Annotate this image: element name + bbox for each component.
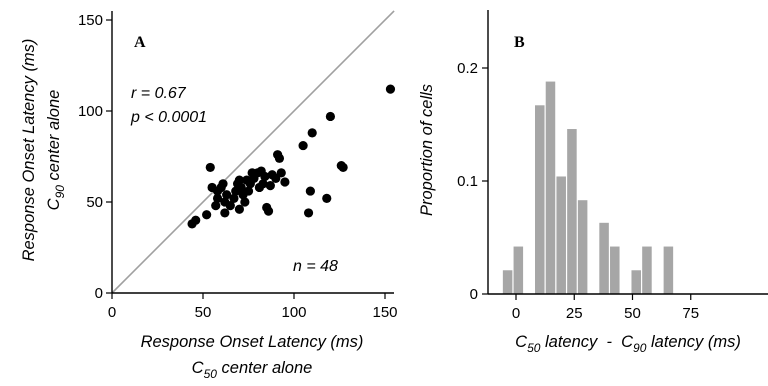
scatter-point	[202, 210, 212, 220]
scatter-point	[220, 208, 230, 218]
r-annotation: r = 0.67	[131, 85, 187, 102]
scatter-point	[298, 140, 308, 151]
y-axis-title-b-group: Proportion of cells	[418, 84, 436, 216]
panel-label-b: B	[514, 34, 525, 51]
x-tick-label-b: 50	[624, 305, 641, 322]
x-tick-label: 50	[195, 304, 212, 321]
scatter-point	[211, 201, 221, 211]
x-axis-title-b: C50 latency - C90 latency (ms)	[515, 333, 741, 355]
x-tick-label: 100	[281, 304, 306, 321]
histogram-bar	[502, 270, 513, 294]
histogram-bar	[545, 81, 556, 294]
histogram-bar	[642, 246, 652, 294]
y-axis-title-group-2: C90 center alone	[45, 90, 67, 211]
identity-line	[111, 10, 395, 294]
scatter-point	[322, 193, 332, 203]
scatter-point	[274, 153, 285, 163]
x-tick-label-b: 75	[682, 305, 699, 322]
histogram-bar	[631, 270, 641, 294]
scatter-point	[240, 197, 250, 207]
histogram-bar	[513, 246, 524, 294]
scatter-point	[276, 168, 286, 178]
scatter-point	[234, 175, 244, 185]
scatter-point	[243, 186, 254, 196]
y-axis-title-group: Response Onset Latency (ms)	[20, 39, 38, 262]
histogram-bar	[663, 246, 674, 294]
scatter-point	[338, 162, 348, 173]
y-tick-label: 0	[95, 285, 103, 302]
scatter-point	[325, 111, 335, 122]
scatter-point	[225, 201, 235, 211]
scatter-point	[265, 181, 275, 191]
histogram-bar	[567, 129, 577, 294]
scatter-point	[260, 171, 270, 182]
scatter-point	[263, 206, 274, 216]
x-tick-label: 0	[108, 304, 116, 321]
x-tick-label-b: 0	[512, 305, 520, 322]
histogram-bars	[502, 81, 674, 294]
x-ticks-b: 0 25 50 75	[512, 294, 699, 322]
y-tick-label: 150	[78, 12, 103, 29]
histogram-bar	[556, 176, 566, 294]
scatter-point	[258, 179, 268, 189]
scatter-point	[307, 128, 317, 138]
scatter-point	[191, 215, 201, 225]
scatter-point	[218, 179, 228, 189]
y-ticks-b: 0 0.1 0.2	[457, 60, 488, 303]
scatter-point	[280, 177, 290, 187]
y-axis-title-line1: Response Onset Latency (ms)	[20, 39, 38, 262]
y-tick-label: 50	[86, 194, 103, 211]
scatter-point	[222, 190, 232, 200]
histogram-bar	[610, 246, 620, 294]
panel-label-a: A	[134, 34, 146, 51]
x-ticks: 0 50 100 150	[108, 293, 398, 321]
histogram-bar	[577, 200, 588, 294]
histogram-bar	[599, 222, 609, 294]
x-tick-label-b: 25	[566, 305, 583, 322]
y-tick-label-b: 0.2	[457, 60, 478, 77]
scatter-point	[305, 186, 315, 196]
scatter-point	[212, 193, 223, 203]
scatter-points	[187, 84, 396, 229]
x-axis-title-line1: Response Onset Latency (ms)	[141, 333, 364, 351]
scatter-point	[303, 208, 314, 218]
scatter-point	[385, 84, 396, 94]
panel-a-scatter: 0 50 100 150 0 50 100 150 A r = 0.67 p < 0.000…	[20, 10, 398, 381]
y-axis-title-b: Proportion of cells	[418, 84, 436, 216]
histogram-bar	[535, 105, 545, 294]
n-annotation: n = 48	[293, 258, 338, 275]
y-ticks: 0 50 100 150	[78, 12, 112, 302]
x-tick-label: 150	[372, 304, 397, 321]
scatter-point	[236, 182, 246, 193]
scatter-point	[229, 193, 239, 203]
y-tick-label: 100	[78, 103, 103, 120]
y-tick-label-b: 0	[470, 286, 478, 303]
y-axis-title-line2: C90 center alone	[45, 90, 67, 211]
scatter-point	[234, 204, 244, 214]
panel-b-histogram: 0 25 50 75 0 0.1 0.2 B C50 latency - C90 late…	[418, 10, 768, 355]
scatter-point	[205, 162, 215, 173]
x-axis-title-line2: C50 center alone	[192, 359, 313, 381]
p-annotation: p < 0.0001	[130, 109, 207, 126]
y-tick-label-b: 0.1	[457, 173, 478, 190]
